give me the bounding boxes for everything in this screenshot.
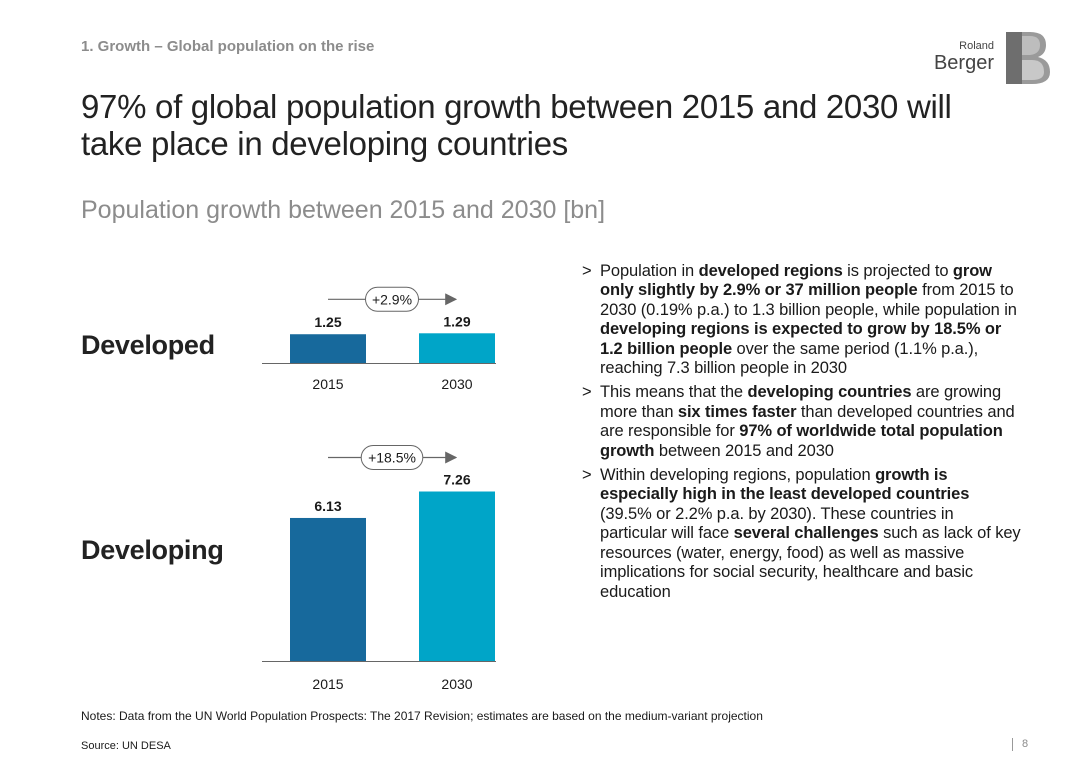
growth-bubble — [360, 445, 424, 470]
bullet-text: Within developing regions, population gr… — [600, 466, 1021, 600]
logo-b-mark-icon — [1006, 32, 1050, 84]
bar-developed-2015 — [290, 334, 366, 364]
bullet-item-2: > This means that the developing countri… — [582, 383, 1022, 461]
x-tick-label: 2030 — [441, 376, 472, 392]
bullet-text-run: from 2015 to 2030 (0.19% p.a.) to 1.3 bi… — [600, 281, 1017, 319]
roland-berger-logo: Roland Berger — [934, 30, 1058, 86]
bullet-marker: > — [582, 466, 592, 485]
bullet-text-bold-run: several challenges — [733, 524, 879, 543]
bullet-text-bold-run: growth is especially high in the least d… — [600, 466, 970, 504]
bullet-text-run: is projected to — [842, 262, 953, 280]
bullet-text-run: between 2015 and 2030 — [654, 441, 834, 460]
logo-text-berger: Berger — [933, 52, 994, 74]
bullet-text-run: Population in — [600, 262, 699, 280]
bullet-text-bold-run: grow only slightly by 2.9% or 37 million… — [600, 262, 992, 300]
bullet-text-run: Within developing regions, population — [600, 466, 876, 485]
growth-label: +18.5% — [368, 450, 416, 466]
bullet-item-3: > Within developing regions, population … — [582, 466, 1022, 602]
bullet-text-bold-run: developing regions is expected to grow b… — [600, 320, 1002, 358]
bullet-text-bold-run: developing countries — [747, 383, 912, 402]
bullet-text: This means that the developing countries… — [600, 383, 1015, 459]
growth-label: +2.9% — [372, 291, 412, 307]
bar-developing-2030 — [419, 491, 495, 662]
section-kicker: 1. Growth – Global population on the ris… — [81, 38, 375, 55]
logo-text-roland: Roland — [959, 40, 994, 52]
bullet-marker: > — [582, 262, 592, 280]
bullet-text-run: over the same period (1.1% p.a.), reachi… — [600, 339, 979, 378]
bullet-item-1: > Population in developed regions is pro… — [582, 262, 1022, 378]
growth-bubble — [365, 286, 419, 312]
footer-notes: Notes: Data from the UN World Population… — [81, 709, 763, 723]
footer-source: Source: UN DESA — [81, 740, 171, 752]
bullet-text-run: such as lack of key resources (water, en… — [600, 524, 1021, 601]
value-label: 7.26 — [443, 472, 470, 488]
x-tick-label: 2030 — [441, 676, 472, 692]
x-tick-label: 2015 — [312, 376, 343, 392]
chart-subtitle: Population growth between 2015 and 2030 … — [81, 196, 606, 224]
bullet-text-bold-run: 97% of worldwide total population growth — [600, 422, 1003, 460]
bullet-marker: > — [582, 383, 592, 402]
bullet-list: > Population in developed regions is pro… — [582, 262, 1022, 607]
value-label: 6.13 — [314, 498, 341, 514]
page-title: 97% of global population growth between … — [81, 88, 952, 162]
group-label-developing: Developing — [81, 535, 224, 565]
bullet-text-run: (39.5% or 2.2% p.a. by 2030). These coun… — [600, 504, 954, 543]
value-label: 1.25 — [314, 314, 341, 330]
x-tick-label: 2015 — [312, 676, 343, 692]
bullet-text: Population in developed regions is proje… — [600, 262, 1017, 377]
bar-developed-2030 — [419, 333, 495, 364]
bullet-text-bold-run: developed regions — [698, 262, 843, 280]
page-number: 8 — [1022, 738, 1029, 750]
bullet-text-run: than developed countries and are respons… — [600, 402, 1015, 441]
value-label: 1.29 — [443, 313, 470, 329]
bar-developing-2015 — [290, 517, 366, 662]
bullet-text-run: This means that the — [600, 383, 748, 402]
group-label-developed: Developed — [81, 330, 215, 360]
bullet-text-run: are growing more than — [600, 383, 1002, 421]
bullet-text-bold-run: six times faster — [677, 402, 797, 421]
page-number-divider — [1012, 738, 1013, 751]
